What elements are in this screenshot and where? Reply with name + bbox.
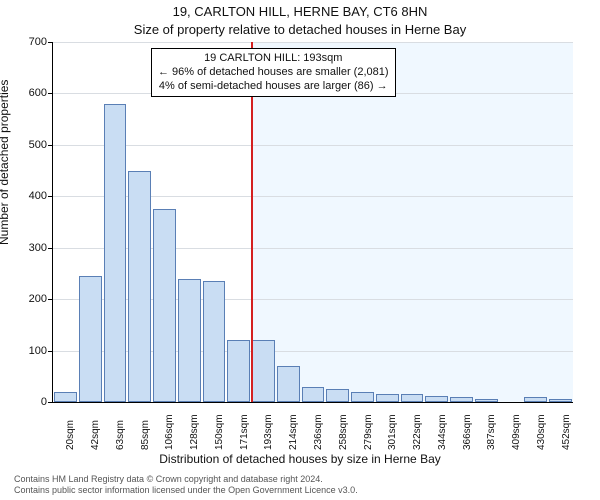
x-tick-label: 85sqm xyxy=(136,420,151,450)
y-tick-label: 600 xyxy=(29,87,53,99)
x-tick-label: 20sqm xyxy=(61,420,76,450)
histogram-bar xyxy=(401,394,424,402)
histogram-bar xyxy=(302,387,325,402)
page-subtitle: Size of property relative to detached ho… xyxy=(0,22,600,37)
x-tick-label: 150sqm xyxy=(210,414,225,450)
x-tick-label: 171sqm xyxy=(235,414,250,450)
chart-plot-area: 010020030040050060070020sqm42sqm63sqm85s… xyxy=(52,42,573,403)
x-tick-label: 63sqm xyxy=(111,420,126,450)
x-tick-label: 128sqm xyxy=(185,414,200,450)
x-tick-label: 214sqm xyxy=(284,414,299,450)
histogram-bar xyxy=(277,366,300,402)
histogram-bar xyxy=(104,104,127,402)
y-tick-label: 200 xyxy=(29,293,53,305)
histogram-bar xyxy=(54,392,77,402)
gridline xyxy=(53,145,573,146)
histogram-bar xyxy=(376,394,399,402)
y-tick-label: 400 xyxy=(29,190,53,202)
x-tick-label: 366sqm xyxy=(458,414,473,450)
histogram-bar xyxy=(227,340,250,402)
footer-line-2: Contains public sector information licen… xyxy=(14,485,358,495)
histogram-bar xyxy=(425,396,448,402)
x-tick-label: 409sqm xyxy=(507,414,522,450)
annotation-line-1: 19 CARLTON HILL: 193sqm xyxy=(204,52,342,64)
histogram-bar xyxy=(203,281,226,402)
footer-line-1: Contains HM Land Registry data © Crown c… xyxy=(14,474,323,484)
x-tick-label: 430sqm xyxy=(532,414,547,450)
x-tick-label: 236sqm xyxy=(309,414,324,450)
x-axis-label: Distribution of detached houses by size … xyxy=(0,452,600,466)
page-root: { "titles": { "line1": "19, CARLTON HILL… xyxy=(0,0,600,500)
y-tick-label: 0 xyxy=(41,396,53,408)
histogram-bar xyxy=(475,399,498,402)
histogram-bar xyxy=(326,389,349,402)
x-tick-label: 106sqm xyxy=(160,414,175,450)
histogram-bar xyxy=(351,392,374,402)
annotation-line-2: ← 96% of detached houses are smaller (2,… xyxy=(158,66,389,78)
histogram-bar xyxy=(450,397,473,402)
gridline xyxy=(53,42,573,43)
annotation-box: 19 CARLTON HILL: 193sqm ← 96% of detached… xyxy=(151,48,396,97)
y-tick-label: 100 xyxy=(29,345,53,357)
y-axis-label: Number of detached properties xyxy=(0,80,11,245)
x-tick-label: 322sqm xyxy=(408,414,423,450)
histogram-bar xyxy=(178,279,201,402)
histogram-bar xyxy=(252,340,275,402)
histogram-bar xyxy=(524,397,547,402)
histogram-bar xyxy=(79,276,102,402)
x-tick-label: 258sqm xyxy=(334,414,349,450)
y-tick-label: 500 xyxy=(29,139,53,151)
y-tick-label: 300 xyxy=(29,242,53,254)
x-tick-label: 42sqm xyxy=(86,420,101,450)
attribution-footer: Contains HM Land Registry data © Crown c… xyxy=(14,474,358,497)
x-tick-label: 344sqm xyxy=(433,414,448,450)
histogram-bar xyxy=(128,171,151,402)
x-tick-label: 279sqm xyxy=(359,414,374,450)
x-tick-label: 193sqm xyxy=(259,414,274,450)
page-title: 19, CARLTON HILL, HERNE BAY, CT6 8HN xyxy=(0,4,600,19)
x-tick-label: 452sqm xyxy=(557,414,572,450)
x-tick-label: 387sqm xyxy=(482,414,497,450)
x-tick-label: 301sqm xyxy=(383,414,398,450)
y-tick-label: 700 xyxy=(29,36,53,48)
histogram-bar xyxy=(549,399,572,402)
annotation-line-3: 4% of semi-detached houses are larger (8… xyxy=(159,80,388,92)
histogram-bar xyxy=(153,209,176,402)
